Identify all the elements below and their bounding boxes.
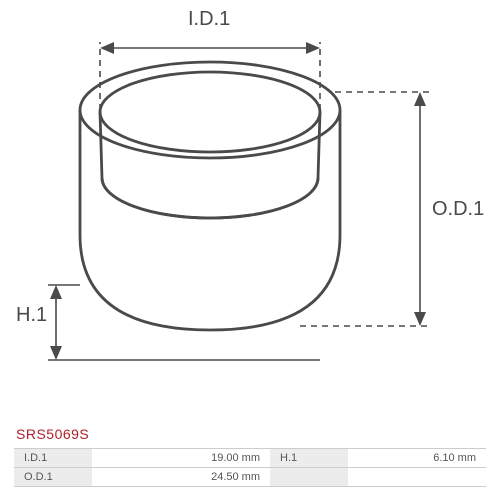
label-h1: H.1 <box>16 304 47 327</box>
table-row: O.D.1 24.50 mm <box>14 468 486 487</box>
spec-key <box>270 468 348 486</box>
label-id1: I.D.1 <box>188 8 230 31</box>
spec-value: 19.00 mm <box>92 452 270 464</box>
spec-value: 24.50 mm <box>92 471 270 483</box>
spec-key: H.1 <box>270 449 348 467</box>
spec-table: I.D.1 19.00 mm H.1 6.10 mm O.D.1 24.50 m… <box>14 448 486 487</box>
spec-key: I.D.1 <box>14 449 92 467</box>
spec-key: O.D.1 <box>14 468 92 486</box>
part-number: SRS5069S <box>16 426 89 442</box>
spec-value: 6.10 mm <box>348 452 486 464</box>
table-row: I.D.1 19.00 mm H.1 6.10 mm <box>14 448 486 468</box>
technical-drawing: I.D.1 O.D.1 H.1 <box>0 0 500 420</box>
label-od1: O.D.1 <box>432 198 484 221</box>
